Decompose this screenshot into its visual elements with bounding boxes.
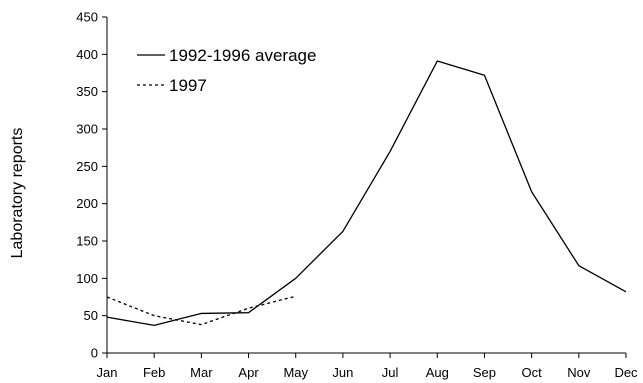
legend-label-1997: 1997 [169,76,207,95]
x-tick-label-jan: Jan [97,365,118,380]
x-tick-label-feb: Feb [143,365,165,380]
x-tick-label-apr: Apr [238,365,259,380]
y-tick-label: 450 [76,10,98,25]
x-tick-label-sep: Sep [473,365,496,380]
y-tick-label: 50 [84,308,98,323]
y-tick-label: 150 [76,234,98,249]
y-axis-title: Laboratory reports [9,128,26,259]
series-line-1997 [106,295,296,326]
y-tick-label: 400 [76,47,98,62]
y-tick-label: 200 [76,196,98,211]
y-ticks: 0 50 100 150 200 250 300 350 400 450 [76,10,107,361]
x-ticks: Jan Feb Mar Apr May Jun Jul Aug Sep Oct Nov Dec [97,353,638,380]
y-tick-label: 250 [76,159,98,174]
series-layer [106,60,627,327]
x-tick-label-dec: Dec [614,365,638,380]
x-tick-label-may: May [283,365,308,380]
x-tick-label-jul: Jul [382,365,399,380]
x-tick-label-oct: Oct [522,365,543,380]
x-tick-label-jun: Jun [332,365,353,380]
y-tick-label: 350 [76,84,98,99]
x-tick-label-mar: Mar [190,365,213,380]
legend: 1992-1996 average 1997 [137,46,316,95]
legend-label-average: 1992-1996 average [169,46,316,65]
x-tick-label-aug: Aug [426,365,449,380]
x-tick-label-nov: Nov [567,365,591,380]
y-tick-label: 100 [76,271,98,286]
y-tick-label: 0 [91,346,98,361]
y-tick-label: 300 [76,122,98,137]
axes [106,17,626,354]
series-line-average [106,60,627,327]
